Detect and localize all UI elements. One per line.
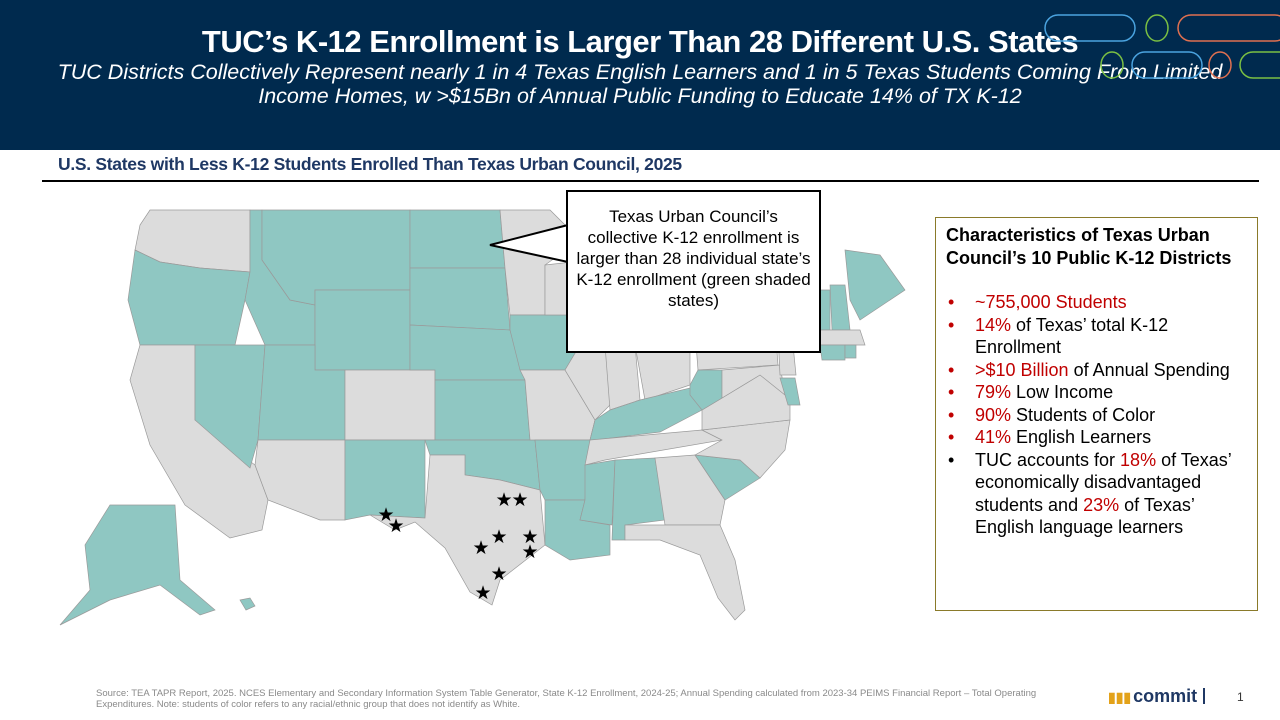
state-nd: [409, 209, 506, 269]
state-ma: [819, 329, 866, 346]
panel-title: Characteristics of Texas Urban Council’s…: [946, 225, 1232, 268]
state-nv: [194, 344, 266, 469]
item-text: TUC accounts for: [975, 449, 1121, 470]
state-hi: [239, 597, 256, 611]
state-tx: [369, 454, 546, 606]
item-text: Low Income: [1011, 382, 1114, 402]
state-md: [721, 364, 786, 399]
callout-text: Texas Urban Council’s collective K-12 en…: [576, 207, 811, 310]
logo-separator: [1203, 688, 1205, 704]
state-tn: [584, 429, 724, 466]
district-star-icon: ★: [474, 583, 491, 604]
district-star-icon: ★: [521, 542, 538, 563]
panel-list-item: 90% Students of Color: [946, 404, 1247, 427]
district-star-icon: ★: [511, 490, 528, 511]
item-text: Students of Color: [1011, 404, 1156, 425]
state-ga: [654, 454, 726, 526]
callout-box: Texas Urban Council’s collective K-12 en…: [566, 190, 821, 353]
commit-logo: ▮▮▮ commit: [1108, 686, 1198, 706]
panel-list-item: 79% Low Income: [946, 381, 1247, 404]
district-star-icon: ★: [495, 490, 512, 511]
item-text: of Texas’ English language learners: [975, 494, 1195, 538]
item-text: of Texas’ total K-12 Enrollment: [975, 314, 1169, 358]
source-footnote: Source: TEA TAPR Report, 2025. NCES Elem…: [96, 688, 1037, 710]
item-text: English Learners: [1011, 427, 1152, 447]
highlight-value: 18%: [1120, 449, 1157, 470]
item-text: of Annual Spending: [1068, 359, 1230, 380]
section-title: U.S. States with Less K-12 Students Enro…: [58, 154, 682, 174]
state-ak: [59, 504, 216, 626]
highlight-value: 41%: [975, 427, 1012, 447]
state-in: [604, 344, 641, 411]
highlight-value: 14%: [975, 314, 1012, 335]
district-star-icon: ★: [377, 505, 394, 526]
state-fl: [624, 524, 746, 621]
state-de: [779, 377, 801, 406]
state-ct: [819, 344, 846, 361]
state-sd: [409, 267, 511, 331]
panel-list-item: 14% of Texas’ total K-12 Enrollment: [946, 314, 1247, 359]
state-ar: [534, 439, 591, 501]
district-star-icon: ★: [387, 516, 404, 537]
highlight-value: >$10 Billion: [975, 359, 1069, 380]
highlight-value: ~755,000 Students: [975, 292, 1127, 312]
district-star-icon: ★: [521, 527, 538, 548]
characteristics-panel: Characteristics of Texas Urban Council’s…: [935, 217, 1258, 611]
panel-list-item: 41% English Learners: [946, 426, 1247, 449]
header-banner: TUC’s K-12 Enrollment is Larger Than 28 …: [0, 0, 1280, 150]
state-co: [344, 369, 436, 441]
state-ms: [579, 459, 616, 526]
slide-subtitle: TUC Districts Collectively Represent nea…: [57, 60, 1223, 108]
district-star-icon: ★: [472, 538, 489, 559]
state-nh: [829, 284, 851, 331]
panel-list-item: TUC accounts for 18% of Texas’ economica…: [946, 449, 1247, 539]
district-star-icon: ★: [490, 527, 507, 548]
us-map: ★★★★★ ★★ ★★★: [59, 209, 906, 626]
item-text: of Texas’ economically disadvantaged stu…: [975, 449, 1232, 515]
panel-list-item: >$10 Billion of Annual Spending: [946, 359, 1247, 382]
page-number: 1: [1237, 690, 1244, 704]
highlight-value: 90%: [975, 404, 1012, 425]
divider: [42, 180, 1259, 182]
panel-list-item: ~755,000 Students: [946, 291, 1247, 314]
state-az: [254, 439, 346, 521]
highlight-value: 23%: [1083, 494, 1120, 515]
state-nc: [693, 419, 791, 479]
state-ri: [844, 344, 857, 359]
decorative-pills-icon: [1044, 14, 1280, 79]
district-star-icon: ★: [490, 564, 507, 585]
state-me: [844, 249, 906, 321]
state-ks: [434, 379, 531, 441]
state-wy: [314, 289, 411, 371]
characteristics-list: ~755,000 Students14% of Texas’ total K-1…: [946, 291, 1247, 539]
bars-logo-icon: ▮▮▮: [1108, 689, 1132, 705]
highlight-value: 79%: [975, 382, 1012, 402]
slide-title: TUC’s K-12 Enrollment is Larger Than 28 …: [201, 24, 1079, 59]
